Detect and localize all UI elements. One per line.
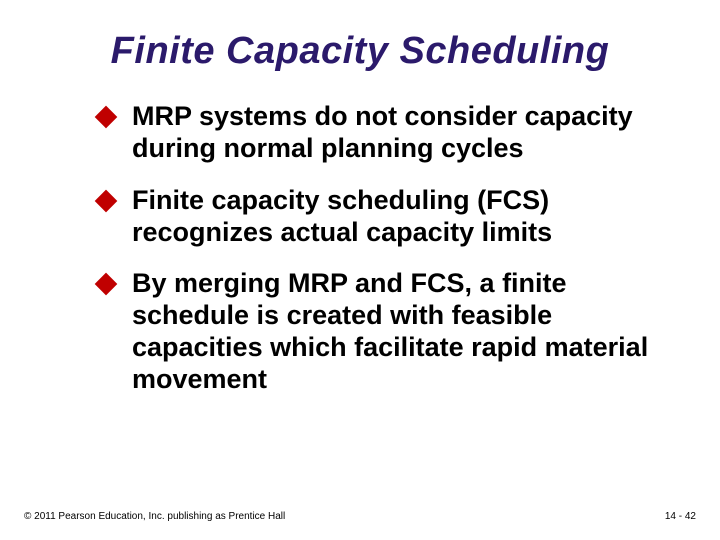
slide-title: Finite Capacity Scheduling <box>50 30 670 73</box>
page-number: 14 - 42 <box>665 511 696 522</box>
bullet-item: MRP systems do not consider capacity dur… <box>98 101 660 165</box>
bullet-list: MRP systems do not consider capacity dur… <box>50 101 670 396</box>
bullet-text: MRP systems do not consider capacity dur… <box>132 101 660 165</box>
slide: Finite Capacity Scheduling MRP systems d… <box>0 0 720 540</box>
bullet-item: By merging MRP and FCS, a finite schedul… <box>98 268 660 395</box>
diamond-icon <box>95 273 118 296</box>
bullet-text: By merging MRP and FCS, a finite schedul… <box>132 268 660 395</box>
bullet-text: Finite capacity scheduling (FCS) recogni… <box>132 185 660 249</box>
bullet-item: Finite capacity scheduling (FCS) recogni… <box>98 185 660 249</box>
copyright-text: © 2011 Pearson Education, Inc. publishin… <box>24 511 285 522</box>
diamond-icon <box>95 106 118 129</box>
footer: © 2011 Pearson Education, Inc. publishin… <box>24 511 696 522</box>
diamond-icon <box>95 189 118 212</box>
